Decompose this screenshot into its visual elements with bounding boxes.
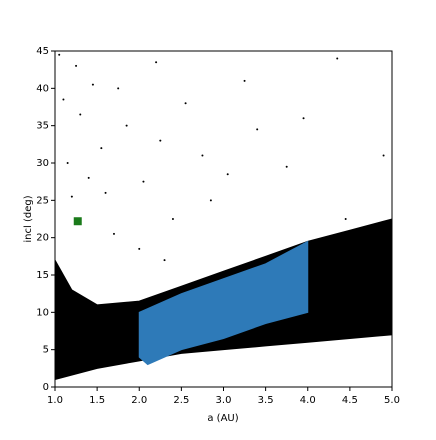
point — [201, 154, 204, 157]
point — [302, 117, 305, 120]
point — [138, 247, 141, 250]
marker — [73, 217, 82, 226]
y-tick-label: 5 — [43, 345, 49, 356]
point — [117, 87, 120, 90]
y-tick-label: 20 — [36, 233, 49, 244]
point — [184, 102, 187, 105]
x-tick-label: 4.5 — [342, 395, 358, 406]
y-tick-label: 40 — [36, 83, 49, 94]
point — [125, 124, 128, 127]
point — [159, 139, 162, 142]
point — [104, 191, 107, 194]
y-tick-label: 0 — [43, 382, 49, 393]
point-cloud — [138, 240, 309, 366]
y-tick-label: 35 — [36, 121, 49, 132]
point — [256, 128, 259, 131]
point — [171, 218, 174, 220]
point — [91, 83, 94, 86]
point — [70, 195, 73, 198]
point — [66, 162, 69, 164]
y-tick-label: 10 — [36, 307, 49, 318]
point — [142, 180, 145, 183]
point — [285, 165, 288, 168]
x-tick-label: 2.5 — [173, 395, 189, 406]
point — [344, 218, 347, 220]
x-axis-label: a (AU) — [207, 413, 238, 424]
point — [62, 98, 65, 101]
point — [100, 147, 103, 150]
y-axis-label: incl (deg) — [23, 195, 34, 242]
x-tick-label: 3.5 — [258, 395, 274, 406]
point — [226, 173, 229, 176]
point — [58, 53, 61, 56]
point — [209, 199, 212, 202]
x-tick-label: 1.0 — [47, 395, 63, 406]
x-tick-label: 5.0 — [384, 395, 400, 406]
x-tick-label: 2.0 — [131, 395, 147, 406]
x-tick-label: 1.5 — [89, 395, 105, 406]
point — [243, 79, 246, 82]
point — [336, 57, 339, 60]
point — [163, 259, 166, 262]
y-tick-label: 15 — [36, 270, 49, 281]
point — [75, 64, 78, 67]
x-tick-label: 3.0 — [216, 395, 232, 406]
point — [155, 61, 158, 64]
point — [87, 176, 90, 179]
point — [382, 154, 385, 157]
y-tick-label: 45 — [36, 46, 49, 57]
point — [79, 113, 82, 116]
x-tick-label: 4.0 — [300, 395, 316, 406]
y-tick-label: 30 — [36, 158, 49, 169]
point — [112, 232, 115, 235]
y-tick-label: 25 — [36, 195, 49, 206]
